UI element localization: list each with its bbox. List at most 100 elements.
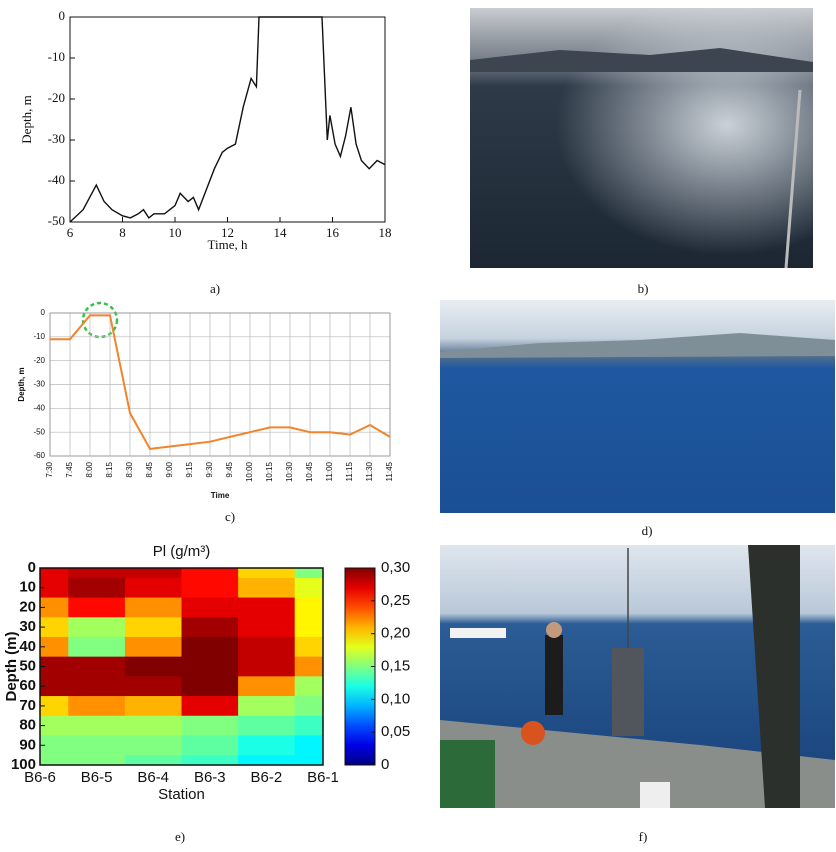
heat-cell xyxy=(125,676,182,696)
heat-cell xyxy=(125,696,182,716)
heat-cell xyxy=(68,617,125,637)
plot-frame xyxy=(70,17,385,222)
x-axis-label: Time, h xyxy=(208,237,248,252)
heat-cell xyxy=(182,716,239,736)
x-tick-label: 10:00 xyxy=(245,461,254,482)
y-tick-label: -10 xyxy=(33,332,45,341)
heat-cell xyxy=(182,676,239,696)
y-tick-label: -50 xyxy=(33,427,45,436)
heat-cell xyxy=(238,735,295,755)
chart-title: Pl (g/m³) xyxy=(153,543,211,560)
x-tick-label: B6-1 xyxy=(307,769,339,786)
data-line xyxy=(50,315,390,449)
x-tick-label: 9:45 xyxy=(225,461,234,477)
y-tick-label: 0 xyxy=(28,559,36,576)
heat-cell xyxy=(238,598,295,618)
heat-cell xyxy=(125,657,182,677)
x-tick-label: 16 xyxy=(326,225,340,240)
y-tick-label: 60 xyxy=(19,677,36,694)
heat-cell xyxy=(68,598,125,618)
colorbar-tick-label: 0 xyxy=(381,756,389,773)
y-axis-label: Depth, m xyxy=(17,367,26,401)
heat-cell xyxy=(68,716,125,736)
y-tick-label: 70 xyxy=(19,697,36,714)
y-tick-label: -20 xyxy=(33,356,45,365)
x-tick-label: 9:15 xyxy=(185,461,194,477)
heat-cell xyxy=(238,578,295,598)
y-tick-label: 10 xyxy=(19,579,36,596)
x-axis-label: Time xyxy=(211,491,230,500)
x-tick-label: B6-3 xyxy=(194,769,226,786)
heat-cell xyxy=(125,617,182,637)
heat-cell xyxy=(238,716,295,736)
y-tick-label: -30 xyxy=(33,380,45,389)
heat-cell xyxy=(238,696,295,716)
heat-cell xyxy=(182,696,239,716)
chart-panel: 0 -10 -20 -30 -40 -50 -607:30 7:45 8:00 8:15 8:30 8… xyxy=(17,308,394,500)
x-tick-label: B6-4 xyxy=(137,769,169,786)
x-tick-label: 10:30 xyxy=(285,461,294,482)
colorbar-tick-label: 0,15 xyxy=(381,657,410,674)
heat-cell xyxy=(182,578,239,598)
x-tick-label: 8:00 xyxy=(85,461,94,477)
heatmap-cells xyxy=(12,558,352,775)
heat-cell xyxy=(238,676,295,696)
x-tick-label: 8:30 xyxy=(125,461,134,477)
x-axis-label: Station xyxy=(158,786,205,803)
heat-cell xyxy=(68,578,125,598)
x-tick-label: 6 xyxy=(67,225,74,240)
y-tick-label: 50 xyxy=(19,657,36,674)
figure: b)d)f)0-10-20-30-40-50681012141618Time, … xyxy=(0,0,836,852)
photo-deck-instrument xyxy=(440,545,835,808)
colorbar-tick-label: 0,20 xyxy=(381,625,410,642)
heat-cell xyxy=(68,696,125,716)
x-tick-label: 9:00 xyxy=(165,461,174,477)
heat-cell xyxy=(68,676,125,696)
chart-panel: 0-10-20-30-40-50681012141618Time, hDepth… xyxy=(19,8,392,252)
panel-label: f) xyxy=(639,829,648,844)
heat-cell xyxy=(182,617,239,637)
x-tick-label: 11:30 xyxy=(365,461,374,481)
y-tick-label: 90 xyxy=(19,736,36,753)
y-tick-label: -40 xyxy=(33,403,45,412)
x-tick-label: 8 xyxy=(119,225,126,240)
panel-label: e) xyxy=(175,829,185,844)
photo-sea-glare xyxy=(470,8,813,268)
y-axis-label: Depth, m xyxy=(19,95,34,143)
panel-label: a) xyxy=(210,281,220,296)
x-tick-label: 7:45 xyxy=(65,461,74,477)
colorbar xyxy=(345,568,375,765)
colorbar-tick-label: 0,30 xyxy=(381,559,410,576)
heat-cell xyxy=(68,657,125,677)
x-tick-label: 10 xyxy=(169,225,182,240)
photo-open-sea xyxy=(440,300,835,513)
x-tick-label: B6-6 xyxy=(24,769,56,786)
y-axis-label: Depth (m) xyxy=(3,632,20,702)
panel-label: d) xyxy=(642,523,653,538)
heat-cell xyxy=(125,578,182,598)
y-tick-label: 40 xyxy=(19,638,36,655)
x-tick-label: B6-2 xyxy=(251,769,283,786)
x-tick-label: 18 xyxy=(379,225,392,240)
heat-cell xyxy=(68,735,125,755)
heat-cell xyxy=(125,735,182,755)
heat-cell xyxy=(125,637,182,657)
x-tick-label: 8:15 xyxy=(105,461,114,477)
x-tick-label: 10:45 xyxy=(305,461,314,482)
heat-cell xyxy=(182,657,239,677)
y-tick-label: -50 xyxy=(48,213,65,228)
x-tick-label: 11:15 xyxy=(345,461,354,481)
x-tick-label: 8:45 xyxy=(145,461,154,477)
data-line xyxy=(70,17,385,222)
heat-cell xyxy=(238,657,295,677)
y-tick-label: 0 xyxy=(41,308,46,317)
x-tick-label: 7:30 xyxy=(45,461,54,477)
x-tick-label: 11:00 xyxy=(325,461,334,481)
y-tick-label: 0 xyxy=(59,8,66,23)
y-tick-label: 80 xyxy=(19,717,36,734)
y-tick-label: -60 xyxy=(33,451,45,460)
y-tick-label: -40 xyxy=(48,172,65,187)
heat-cell xyxy=(182,637,239,657)
y-tick-label: -30 xyxy=(48,131,65,146)
